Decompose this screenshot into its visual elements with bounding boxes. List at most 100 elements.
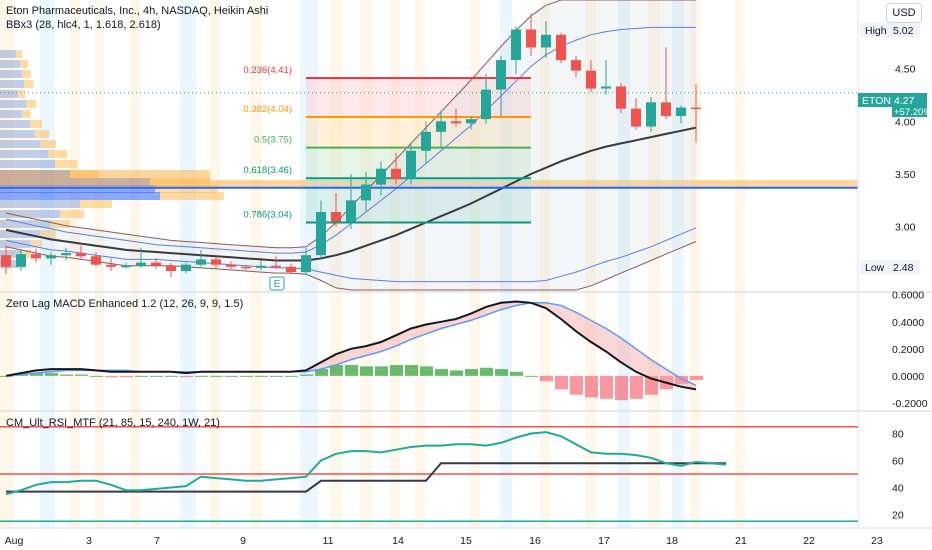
volume-profile-bar [18, 90, 26, 98]
candle-body [76, 253, 86, 257]
price-pane[interactable]: 0.236(4.41) 0.382(4.04) 0.5(3.75) 0.618(3.4… [0, 0, 858, 291]
time-tick-label: 3 [86, 535, 92, 547]
candle-body [16, 254, 26, 267]
volume-profile-bar [0, 220, 50, 228]
candle-body [91, 256, 101, 265]
earnings-icon: E [274, 279, 281, 290]
macd-histogram-bar [525, 375, 538, 377]
candle-body [466, 119, 476, 124]
low-label: Low [865, 262, 885, 274]
fibonacci-levels[interactable]: 0.236(4.41) 0.382(4.04) 0.5(3.75) 0.618(3.4… [0, 65, 858, 224]
macd-histogram-bar [345, 365, 358, 376]
session-column [648, 0, 660, 528]
time-tick-label: 15 [460, 535, 472, 547]
rsi-tick-label: 60 [892, 456, 904, 468]
macd-histogram-bar [420, 366, 433, 376]
time-tick-label: 16 [529, 535, 541, 547]
macd-histogram-bar [510, 371, 523, 376]
session-column [180, 0, 196, 528]
indicator-legend-macd[interactable]: Zero Lag MACD Enhanced 1.2 (12, 26, 9, 9… [6, 298, 243, 310]
candle-body [436, 121, 446, 132]
volume-profile-bar [22, 70, 31, 78]
macd-histogram-bar [300, 374, 313, 376]
candle-body [511, 29, 521, 61]
earnings-marker[interactable]: E [269, 276, 285, 291]
volume-profile-bar [0, 210, 60, 218]
rsi-pane[interactable] [0, 426, 858, 522]
band-lower-outer [5, 241, 697, 291]
currency-button[interactable]: USD [886, 3, 922, 23]
band-basis [5, 126, 697, 262]
time-tick-label: 9 [240, 535, 246, 547]
low-tag: Low 2.48 [860, 260, 920, 274]
volume-profile-bar [160, 192, 224, 200]
candle-body [106, 264, 116, 267]
indicator-legend-rsi[interactable]: CM_Ult_RSI_MTF (21, 85, 15, 240, 1W, 21) [6, 417, 220, 429]
rsi-mtf-line [6, 462, 726, 493]
indicator-legend-bbx3[interactable]: BBx3 (28, hlc4, 1, 1.618, 2.618) [6, 19, 161, 31]
candle-body [571, 60, 581, 71]
volume-profile-bar [155, 185, 217, 193]
candle-body [181, 264, 191, 272]
rsi-axis[interactable]: 80 60 40 20 [892, 429, 904, 522]
macd-histogram-bar [540, 375, 553, 382]
session-column [40, 0, 55, 528]
volume-profile-bar [0, 185, 155, 193]
time-tick-label: 18 [666, 535, 678, 547]
high-value: 5.02 [893, 25, 914, 37]
candle-body [316, 211, 326, 256]
volume-profile-bar [55, 160, 77, 168]
price-tick-label: 4.50 [895, 64, 916, 76]
volume-profile-bar [22, 250, 31, 258]
fib-level-label: 0.236(4.41) [243, 65, 292, 76]
price-tick-label: 3.50 [895, 169, 916, 181]
volume-profile-bar [16, 50, 23, 58]
candle-body [256, 265, 266, 268]
macd-axis[interactable]: 0.6000 0.4000 0.2000 0.0000 -0.2000 [892, 290, 928, 410]
session-column [500, 0, 512, 528]
macd-histogram-bar [690, 375, 703, 380]
macd-histogram-bar [465, 369, 478, 376]
symbol-label: ETON [862, 95, 891, 107]
price-axis[interactable]: 4.50 4.00 3.50 3.00 [895, 64, 916, 234]
macd-tick-label: -0.2000 [892, 398, 928, 410]
time-axis[interactable]: Aug 3 7 9 11 14 15 16 17 18 21 22 23 [5, 535, 883, 547]
candle-body [286, 266, 296, 273]
time-tick-label: 22 [803, 535, 815, 547]
macd-histogram-bar [555, 375, 568, 390]
macd-histogram-bar [360, 366, 373, 376]
volume-profile [0, 50, 858, 268]
band-fill [6, 0, 696, 290]
volume-profile-bar [0, 50, 16, 58]
volume-profile-bar [0, 230, 40, 238]
macd-histogram-bar [480, 367, 493, 376]
candle-body [136, 262, 146, 266]
volume-profile-bar [0, 130, 35, 138]
macd-histogram-bar [600, 375, 613, 399]
macd-tick-label: 0.6000 [892, 290, 924, 302]
candle-body [676, 107, 686, 116]
session-column [470, 0, 480, 528]
macd-histogram-bar [75, 374, 88, 376]
candlestick-series[interactable] [1, 13, 701, 278]
fibonacci-zones [306, 78, 531, 223]
candle-body [526, 29, 536, 48]
candle-body [541, 34, 551, 48]
macd-histogram-bar [285, 375, 298, 377]
volume-profile-bar [60, 210, 84, 218]
macd-histogram-bar [390, 365, 403, 376]
macd-histogram-bar [645, 375, 658, 395]
macd-histogram-bar [330, 365, 343, 376]
macd-pane[interactable] [0, 300, 703, 401]
session-column [330, 0, 342, 528]
price-change: +57.20% [894, 107, 932, 118]
fib-level-label: 0.5(3.75) [254, 135, 292, 146]
session-column [735, 0, 745, 528]
candle-body [646, 102, 656, 127]
macd-histogram-bar [240, 375, 253, 377]
rsi-tick-label: 40 [892, 483, 904, 495]
fib-zone [306, 78, 531, 118]
session-column [540, 0, 550, 528]
macd-histogram-bar [435, 369, 448, 376]
